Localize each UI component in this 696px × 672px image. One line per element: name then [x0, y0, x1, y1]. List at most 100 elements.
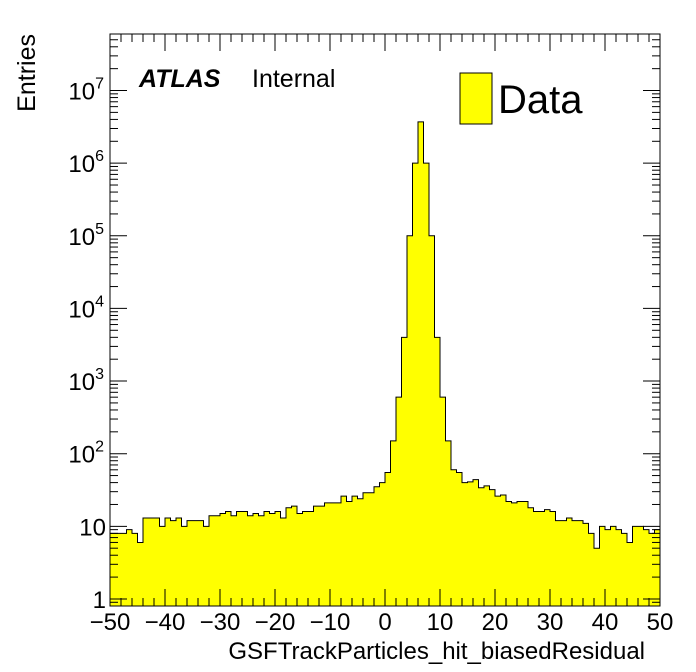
histogram-bin	[390, 440, 397, 606]
histogram-bin	[489, 489, 496, 606]
histogram-bin	[264, 511, 270, 606]
histogram-bin	[610, 526, 617, 606]
x-tick-label: −10	[310, 609, 351, 636]
x-tick-label: 10	[427, 609, 454, 636]
histogram-bin	[484, 485, 490, 606]
histogram-bin	[286, 507, 292, 606]
histogram-bin	[544, 509, 551, 606]
x-tick-label: −50	[90, 609, 131, 636]
histogram-bin	[627, 542, 633, 606]
histogram-bin	[462, 482, 468, 606]
histogram-bin	[638, 526, 644, 606]
histogram-bin	[616, 529, 622, 606]
histogram-bin	[291, 506, 298, 606]
histogram-bin	[456, 472, 463, 606]
histogram-bin	[275, 511, 281, 606]
histogram-bin	[187, 520, 193, 606]
histogram-bin	[302, 511, 309, 606]
histogram-bin	[401, 337, 408, 606]
histogram-bin	[225, 511, 232, 606]
histogram-bin	[407, 235, 413, 606]
x-tick-labels: −50 −40 −30 −20 −10 0 10 20 30 40 50	[90, 609, 674, 636]
y-tick-labels: 1 10 102 103 104 105 106 107	[68, 76, 106, 614]
histogram-bin	[181, 526, 188, 606]
histogram-bin	[550, 511, 556, 606]
y-tick-label: 105	[68, 221, 104, 251]
histogram-bin	[566, 518, 573, 606]
histogram-bin	[467, 481, 474, 606]
x-tick-label: 50	[647, 609, 674, 636]
histogram-bin	[242, 511, 248, 606]
histogram-bin	[632, 526, 639, 606]
histogram-bin	[137, 542, 144, 606]
histogram-bin	[599, 526, 606, 606]
histogram-bin	[231, 515, 237, 606]
histogram-bin	[561, 520, 567, 606]
histogram-bin	[297, 513, 303, 606]
histogram-bin	[451, 469, 457, 606]
histogram-bin	[253, 513, 259, 606]
x-tick-label: 20	[482, 609, 509, 636]
histogram-bin	[308, 511, 314, 606]
histogram-bin	[269, 513, 276, 606]
histogram-bin	[418, 121, 424, 606]
histogram-bin	[385, 472, 391, 606]
histogram-bin	[330, 502, 336, 606]
histogram-bin	[583, 523, 589, 606]
histogram-bin	[192, 520, 199, 606]
y-axis-label: Entries	[13, 34, 41, 112]
legend-label: Data	[498, 78, 583, 122]
histogram-bin	[423, 163, 430, 606]
histogram-bin	[374, 486, 380, 606]
histogram-bin	[517, 501, 523, 606]
x-tick-label: 30	[537, 609, 564, 636]
histogram-bin	[214, 515, 221, 606]
histogram-bin	[165, 518, 171, 606]
histogram-bin	[434, 337, 441, 606]
histogram-bin	[220, 513, 226, 606]
histogram-bin	[445, 440, 452, 606]
histogram-bin	[363, 492, 369, 606]
histogram-bin	[522, 501, 529, 606]
histogram-bin	[500, 494, 507, 606]
histogram-bin	[506, 501, 512, 606]
histogram-bin	[368, 492, 375, 606]
histogram-bin	[577, 520, 584, 606]
histogram-bin	[247, 515, 254, 606]
histogram-bin	[533, 511, 540, 606]
histogram-bin	[198, 520, 204, 606]
histogram-bin	[412, 163, 419, 606]
histogram-bin	[319, 506, 325, 606]
histogram-bin	[143, 518, 149, 606]
histogram-bin	[621, 533, 628, 606]
histogram-bin	[236, 511, 243, 606]
histogram-bin	[555, 520, 562, 606]
x-tick-label: 40	[592, 609, 619, 636]
histogram-bin	[511, 502, 518, 606]
x-tick-label: −20	[255, 609, 296, 636]
histogram-bin	[572, 520, 578, 606]
y-tick-label: 102	[68, 439, 104, 469]
histogram-bin	[110, 533, 116, 606]
histogram-bin	[440, 397, 446, 606]
histogram-bin	[643, 529, 650, 606]
histogram-bin	[357, 498, 364, 606]
x-tick-label: 0	[378, 609, 391, 636]
histogram-bin	[396, 397, 402, 606]
y-tick-label: 10	[79, 514, 106, 541]
y-tick-label: 107	[68, 76, 104, 106]
histogram-outline	[110, 121, 660, 549]
histogram-bin	[478, 487, 485, 606]
histogram-bin	[203, 526, 210, 606]
histogram-bin	[209, 515, 215, 606]
y-tick-label: 103	[68, 366, 104, 396]
y-tick-label: 1	[93, 587, 106, 614]
histogram-bin	[341, 496, 347, 606]
histogram-bin	[148, 518, 155, 606]
histogram-bars	[110, 121, 661, 606]
legend-swatch	[459, 72, 493, 125]
histogram-bin	[649, 533, 655, 606]
experiment-label: ATLAS	[138, 65, 221, 93]
histogram-bin	[346, 501, 353, 606]
